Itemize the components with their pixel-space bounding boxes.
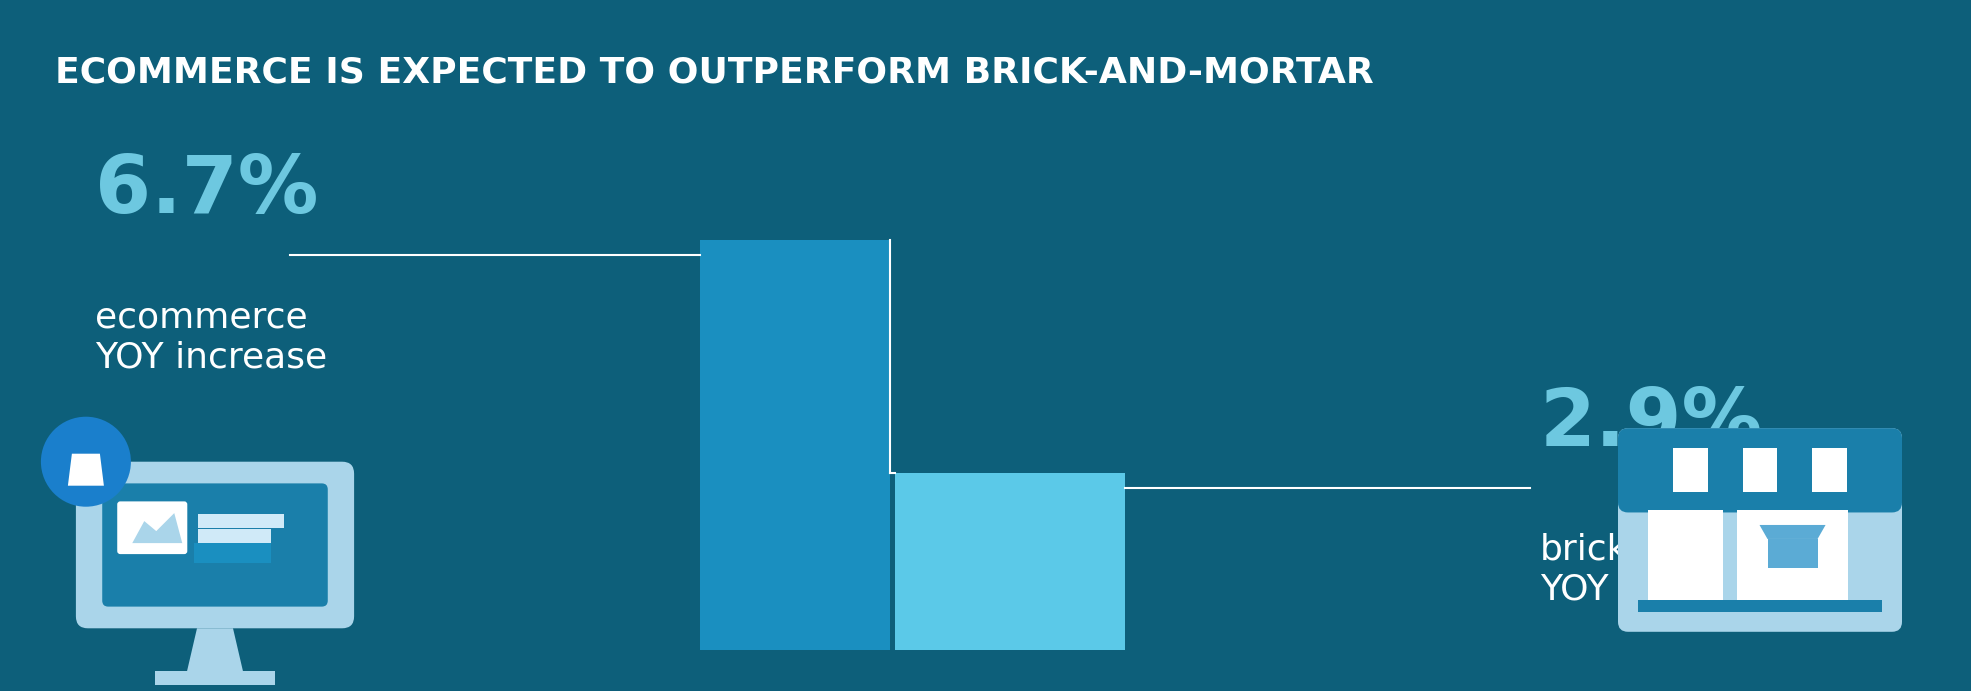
Bar: [1638, 600, 1882, 612]
Bar: [1736, 511, 1849, 600]
FancyBboxPatch shape: [116, 502, 187, 554]
Bar: [700, 240, 891, 650]
Bar: [199, 529, 270, 542]
FancyBboxPatch shape: [77, 462, 355, 628]
Bar: [195, 543, 272, 563]
Text: YOY increase: YOY increase: [1539, 573, 1772, 607]
Text: ECOMMERCE IS EXPECTED TO OUTPERFORM BRICK-AND-MORTAR: ECOMMERCE IS EXPECTED TO OUTPERFORM BRIC…: [55, 55, 1374, 89]
Text: 2.9%: 2.9%: [1539, 385, 1764, 463]
Text: 6.7%: 6.7%: [95, 152, 319, 230]
Polygon shape: [1760, 525, 1825, 539]
Circle shape: [41, 417, 130, 507]
Bar: [1742, 448, 1778, 493]
Bar: [1648, 511, 1723, 600]
Bar: [199, 514, 284, 529]
Bar: [1638, 487, 1882, 502]
Text: brick-and-mortar: brick-and-mortar: [1539, 533, 1845, 567]
Text: ecommerce: ecommerce: [95, 300, 307, 334]
Polygon shape: [187, 628, 242, 671]
Text: YOY increase: YOY increase: [95, 340, 327, 374]
Bar: [1768, 539, 1817, 568]
Bar: [156, 671, 276, 685]
FancyBboxPatch shape: [1618, 428, 1902, 513]
Bar: [1811, 448, 1847, 493]
Bar: [895, 473, 1125, 650]
Polygon shape: [67, 454, 104, 486]
Polygon shape: [132, 513, 181, 543]
FancyBboxPatch shape: [1618, 428, 1902, 632]
FancyBboxPatch shape: [102, 484, 327, 607]
Bar: [1673, 448, 1707, 493]
